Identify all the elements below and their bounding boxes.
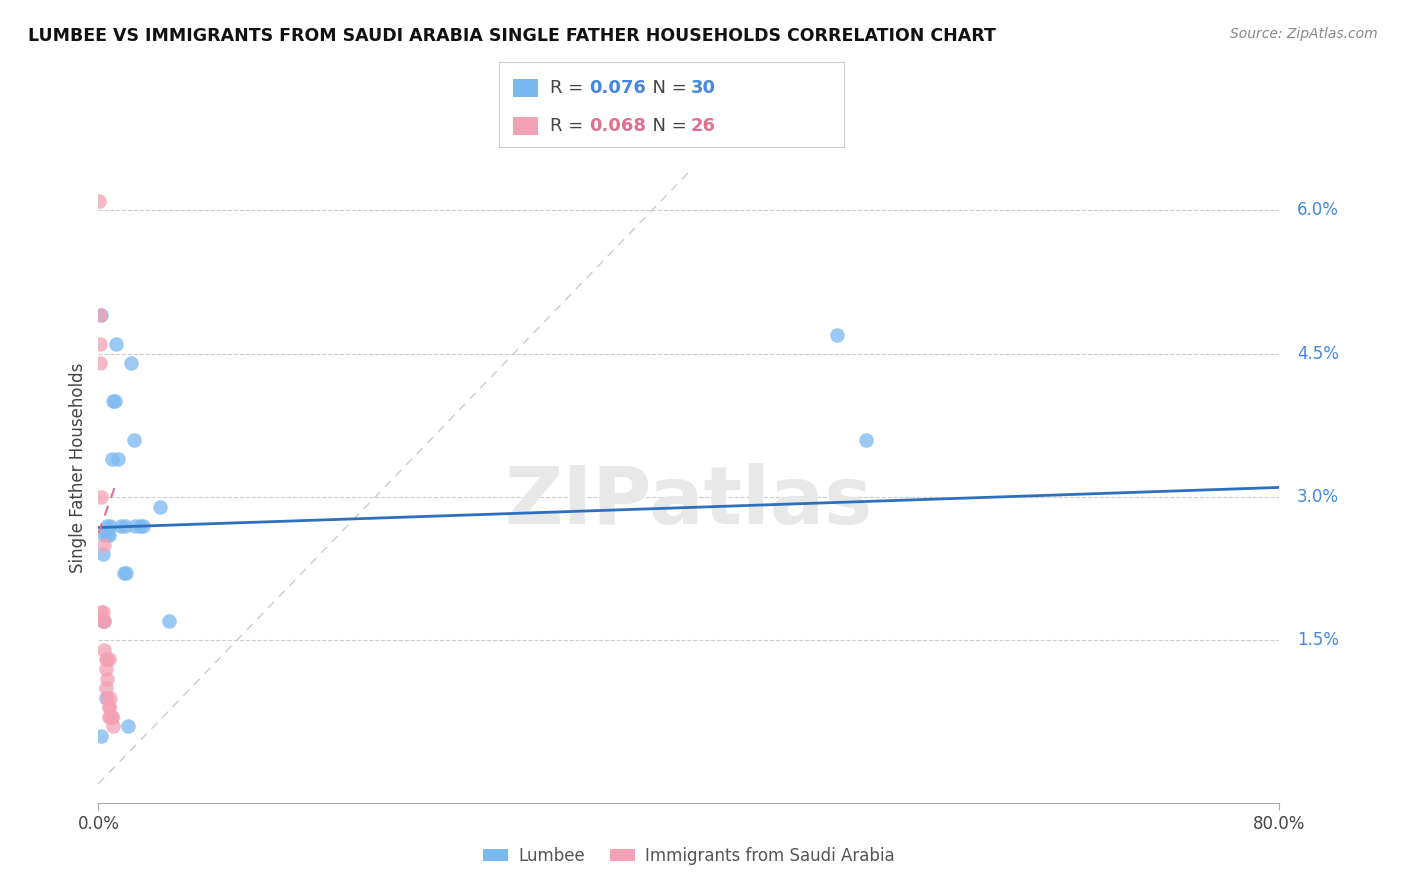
- Point: [97, 700, 120, 714]
- Text: 0.068: 0.068: [589, 117, 647, 135]
- Text: R =: R =: [550, 117, 589, 135]
- Point: [94, 681, 117, 695]
- Text: N =: N =: [641, 78, 693, 97]
- Point: [91, 614, 114, 628]
- Point: [110, 518, 132, 533]
- Point: [90, 729, 112, 743]
- Point: [114, 518, 136, 533]
- Point: [94, 690, 117, 705]
- Text: N =: N =: [641, 117, 693, 135]
- Point: [124, 518, 146, 533]
- Text: LUMBEE VS IMMIGRANTS FROM SAUDI ARABIA SINGLE FATHER HOUSEHOLDS CORRELATION CHAR: LUMBEE VS IMMIGRANTS FROM SAUDI ARABIA S…: [28, 27, 995, 45]
- Point: [100, 710, 122, 724]
- Point: [100, 710, 122, 724]
- Text: 3.0%: 3.0%: [1298, 488, 1339, 506]
- Point: [90, 605, 112, 619]
- Y-axis label: Single Father Households: Single Father Households: [69, 363, 87, 574]
- Text: ZIPatlas: ZIPatlas: [505, 463, 873, 541]
- Point: [105, 337, 128, 351]
- Point: [91, 547, 114, 561]
- Point: [117, 719, 139, 733]
- Point: [98, 710, 121, 724]
- Point: [98, 518, 121, 533]
- Point: [96, 528, 118, 542]
- Point: [93, 614, 115, 628]
- Point: [89, 309, 111, 323]
- Point: [91, 614, 114, 628]
- Text: 4.5%: 4.5%: [1298, 344, 1339, 363]
- Point: [94, 652, 117, 666]
- Text: 26: 26: [690, 117, 716, 135]
- Text: R =: R =: [550, 78, 589, 97]
- Point: [89, 356, 111, 370]
- Point: [97, 652, 120, 666]
- Point: [97, 700, 120, 714]
- Point: [132, 518, 155, 533]
- Point: [157, 614, 180, 628]
- Point: [93, 614, 115, 628]
- Point: [112, 566, 135, 581]
- Point: [90, 490, 112, 504]
- Point: [93, 643, 115, 657]
- Point: [94, 662, 117, 676]
- Point: [93, 528, 115, 542]
- Point: [93, 538, 115, 552]
- Point: [115, 566, 138, 581]
- Point: [128, 518, 150, 533]
- Point: [96, 672, 118, 686]
- Point: [98, 690, 121, 705]
- Point: [122, 433, 145, 447]
- Point: [103, 394, 125, 409]
- Text: 6.0%: 6.0%: [1298, 202, 1339, 219]
- Point: [97, 528, 120, 542]
- Point: [89, 194, 111, 208]
- Text: 1.5%: 1.5%: [1298, 632, 1339, 649]
- Point: [96, 690, 118, 705]
- Point: [89, 337, 111, 351]
- Point: [149, 500, 172, 514]
- Point: [96, 518, 118, 533]
- Point: [104, 394, 127, 409]
- Legend: Lumbee, Immigrants from Saudi Arabia: Lumbee, Immigrants from Saudi Arabia: [477, 840, 901, 871]
- Point: [107, 451, 129, 466]
- Text: 0.076: 0.076: [589, 78, 645, 97]
- Point: [120, 356, 142, 370]
- Point: [96, 652, 118, 666]
- Text: 30: 30: [690, 78, 716, 97]
- Point: [91, 605, 114, 619]
- Point: [100, 451, 122, 466]
- Point: [103, 719, 125, 733]
- Point: [825, 327, 848, 342]
- Point: [90, 309, 112, 323]
- Text: Source: ZipAtlas.com: Source: ZipAtlas.com: [1230, 27, 1378, 41]
- Point: [97, 710, 120, 724]
- Point: [855, 433, 877, 447]
